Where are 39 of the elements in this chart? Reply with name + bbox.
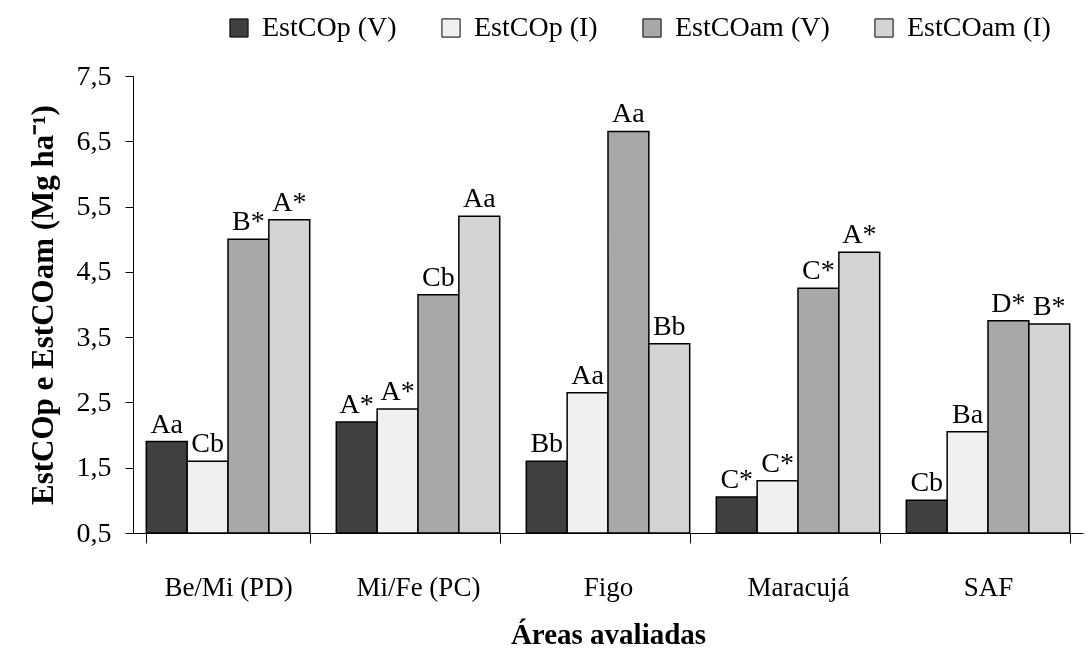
data-label: B* (1032, 290, 1066, 322)
data-label: D* (991, 286, 1026, 318)
y-tick-label: 6,5 (76, 124, 112, 156)
y-tick-label: 0,5 (76, 516, 112, 548)
data-label: A* (380, 374, 415, 406)
y-tick-label: 2,5 (76, 385, 112, 417)
y-tick-label: 5,5 (76, 190, 112, 222)
y-axis-title: EstCOp e EstCOam (Mg ha⁻¹) (24, 105, 60, 505)
x-tick-label: Maracujá (747, 571, 850, 602)
data-label: A* (272, 185, 307, 217)
x-axis-title: Áreas avaliadas (510, 617, 707, 650)
data-label: Ba (952, 397, 984, 429)
x-tick-label: Be/Mi (PD) (164, 571, 293, 602)
data-label: Aa (612, 97, 646, 129)
y-tick-label: 4,5 (76, 255, 112, 287)
x-tick-label: Figo (583, 571, 634, 602)
data-label: Bb (652, 309, 686, 341)
y-tick-label: 7,5 (76, 59, 112, 91)
data-label: C* (802, 254, 835, 286)
x-tick-label: Mi/Fe (PC) (356, 571, 481, 602)
x-tick-label: SAF (963, 571, 1014, 602)
data-label: A* (339, 388, 374, 420)
data-label: Aa (462, 182, 497, 214)
data-label: Aa (571, 358, 605, 390)
data-label: C* (761, 446, 794, 478)
data-label: Bb (530, 427, 564, 459)
legend-label: EstCOp (I) (474, 11, 598, 42)
data-label: Cb (422, 260, 455, 292)
data-label: Aa (150, 407, 184, 439)
data-label: Cb (910, 466, 944, 498)
data-label: C* (720, 463, 754, 495)
legend-label: EstCOam (V) (675, 11, 830, 42)
data-label: Cb (191, 427, 224, 459)
legend-label: EstCOam (I) (907, 11, 1051, 42)
data-label: A* (842, 218, 877, 250)
data-label: B* (232, 205, 265, 237)
y-tick-label: 3,5 (76, 320, 112, 352)
y-tick-label: 1,5 (76, 451, 112, 483)
legend-label: EstCOp (V) (262, 11, 397, 42)
